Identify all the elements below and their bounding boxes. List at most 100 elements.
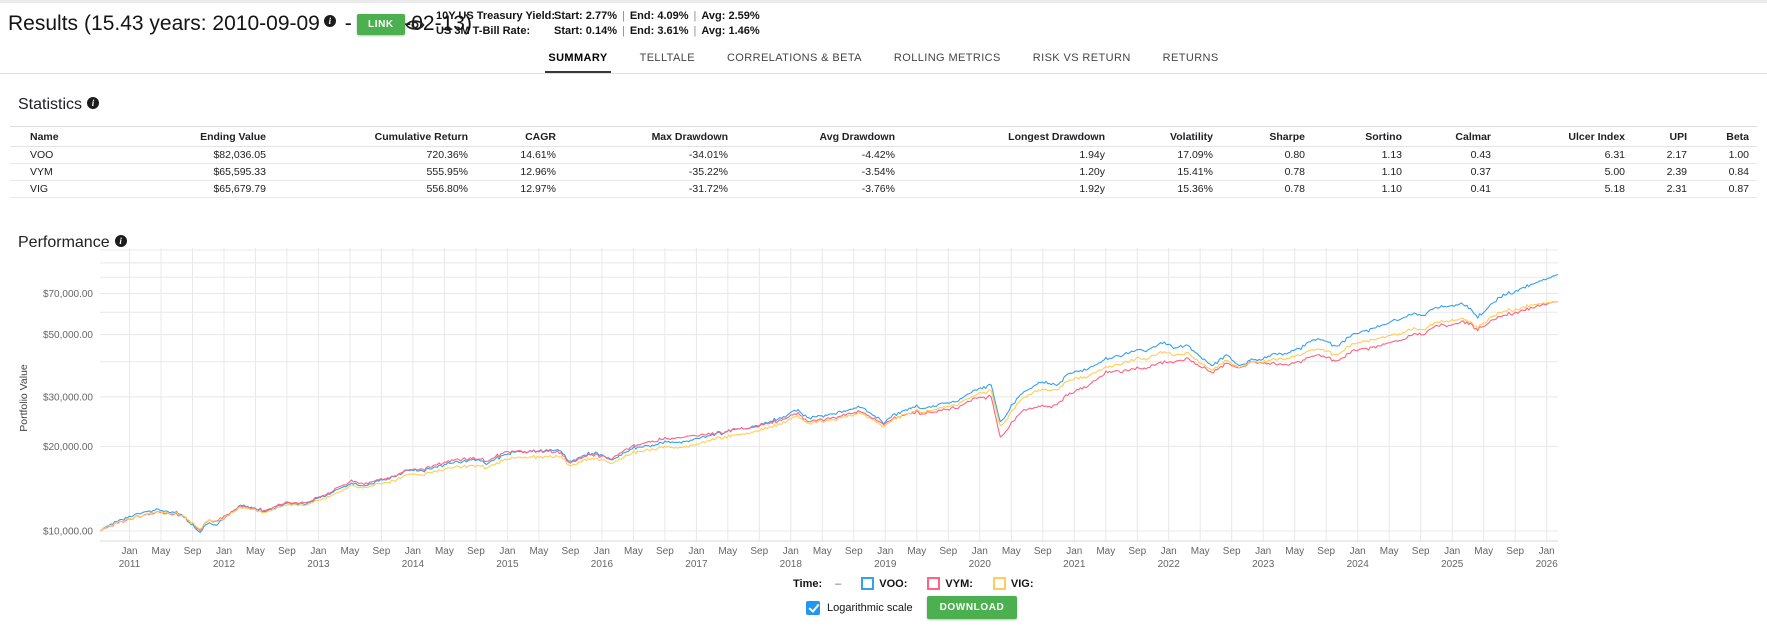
- rate-values: Start: 0.14% | End: 3.61% | Avg: 1.46%: [554, 24, 760, 38]
- stats-cell: 2.31: [1633, 180, 1695, 198]
- x-tick-month: May: [1380, 546, 1399, 557]
- statistics-table: Name Ending Value Cumulative Return CAGR Max…: [10, 126, 1757, 198]
- tab-risk-vs-return[interactable]: RISK VS RETURN: [1032, 52, 1131, 64]
- x-tick-month: Sep: [1034, 546, 1052, 557]
- legend-item-voo[interactable]: VOO:: [861, 577, 907, 590]
- x-tick-month: Sep: [184, 546, 202, 557]
- stats-header-cagr: CAGR: [476, 126, 564, 147]
- x-tick-month: May: [1285, 546, 1304, 557]
- x-tick-month: Jan: [121, 546, 137, 557]
- rates-panel: 10Y US Treasury Yield: Start: 2.77% | End:…: [436, 9, 760, 38]
- performance-chart: Jan 2011 May Sep Jan 2012 May Sep Jan 2013 May Sep J…: [18, 248, 1559, 570]
- x-tick-month: Jan: [1539, 546, 1555, 557]
- stats-cell: -3.76%: [736, 180, 903, 198]
- stats-cell: 0.78: [1221, 163, 1313, 181]
- statistics-heading-text: Statistics: [18, 96, 83, 113]
- x-tick-year: 2018: [780, 559, 803, 570]
- legend-label: VOO:: [879, 577, 908, 590]
- info-icon[interactable]: [87, 97, 100, 109]
- tab-returns[interactable]: RETURNS: [1162, 52, 1219, 64]
- stats-header-name: Name: [10, 126, 160, 147]
- y-tick-label: $50,000.00: [43, 330, 93, 341]
- x-tick-month: Sep: [845, 546, 863, 557]
- x-tick-month: Sep: [467, 546, 485, 557]
- stats-cell: 1.94y: [903, 146, 1113, 164]
- stats-cell: 1.92y: [903, 180, 1113, 198]
- info-icon[interactable]: [114, 235, 127, 247]
- stats-cell: 720.36%: [274, 146, 476, 164]
- link-button[interactable]: LINK: [357, 14, 405, 35]
- statistics-heading: Statistics: [18, 96, 100, 114]
- stats-cell: $65,679.79: [160, 180, 274, 198]
- download-button[interactable]: DOWNLOAD: [926, 596, 1018, 619]
- x-tick-year: 2017: [685, 559, 708, 570]
- stats-header-sortino: Sortino: [1313, 126, 1410, 147]
- rate-avg: Avg: 1.46%: [701, 25, 760, 37]
- x-tick-month: Jan: [877, 546, 893, 557]
- x-tick-month: May: [435, 546, 454, 557]
- x-tick-month: Sep: [1412, 546, 1430, 557]
- stats-cell: -31.72%: [564, 180, 736, 198]
- x-tick-year: 2025: [1441, 559, 1464, 570]
- stats-cell: $65,595.33: [160, 163, 274, 181]
- x-tick-month: May: [340, 546, 359, 557]
- visibility-eye-icon[interactable]: [405, 17, 425, 33]
- rate-label: US 3M T-Bill Rate:: [436, 25, 531, 37]
- stats-header-ulcer-index: Ulcer Index: [1499, 126, 1633, 147]
- x-tick-month: Sep: [1506, 546, 1524, 557]
- x-tick-month: May: [813, 546, 832, 557]
- stats-cell: 0.37: [1410, 163, 1499, 181]
- x-tick-year: 2016: [591, 559, 614, 570]
- x-tick-month: Jan: [310, 546, 326, 557]
- stats-cell: -34.01%: [564, 146, 736, 164]
- legend-item-vym[interactable]: VYM:: [927, 577, 973, 590]
- stats-header-upi: UPI: [1633, 126, 1695, 147]
- stats-cell: 12.97%: [476, 180, 564, 198]
- stats-header-beta: Beta: [1695, 126, 1757, 147]
- stats-cell: 14.61%: [476, 146, 564, 164]
- x-tick-month: Sep: [562, 546, 580, 557]
- tab-summary[interactable]: SUMMARY: [545, 44, 611, 73]
- rate-separator: |: [621, 10, 625, 22]
- tab-telltale[interactable]: TELLTALE: [639, 52, 695, 64]
- legend-item-vig[interactable]: VIG:: [992, 577, 1034, 590]
- tab-correlations-beta[interactable]: CORRELATIONS & BETA: [726, 52, 862, 64]
- x-tick-year: 2011: [119, 559, 141, 570]
- series-line-voo: [99, 273, 1559, 534]
- x-tick-month: May: [1191, 546, 1210, 557]
- x-tick-month: Jan: [1066, 546, 1082, 557]
- x-tick-month: May: [624, 546, 643, 557]
- x-tick-year: 2012: [213, 559, 236, 570]
- stats-cell: 15.36%: [1113, 180, 1221, 198]
- info-icon[interactable]: [323, 15, 336, 27]
- stats-row-voo: VOO $82,036.05 720.36% 14.61% -34.01% -4.42% 1…: [10, 146, 1757, 164]
- rate-separator: |: [693, 25, 697, 37]
- series-line-vig: [99, 300, 1559, 532]
- stats-cell: $82,036.05: [160, 146, 274, 164]
- rate-separator: |: [693, 10, 697, 22]
- stats-header-longest-drawdown: Longest Drawdown: [903, 126, 1113, 147]
- x-tick-month: Sep: [750, 546, 768, 557]
- stats-cell: 0.43: [1410, 146, 1499, 164]
- x-tick-month: Sep: [1317, 546, 1335, 557]
- stats-header-max-drawdown: Max Drawdown: [564, 126, 736, 147]
- stats-cell: 555.95%: [274, 163, 476, 181]
- legend-item-time: Time: –: [793, 578, 841, 590]
- y-axis-title: Portfolio Value: [18, 364, 30, 432]
- x-tick-month: Jan: [783, 546, 799, 557]
- x-tick-month: May: [1474, 546, 1493, 557]
- stats-cell: 5.18: [1499, 180, 1633, 198]
- stats-cell: 1.20y: [903, 163, 1113, 181]
- x-tick-month: Jan: [594, 546, 610, 557]
- x-tick-month: Jan: [972, 546, 988, 557]
- x-tick-year: 2023: [1252, 559, 1275, 570]
- tab-rolling-metrics[interactable]: ROLLING METRICS: [893, 52, 1001, 64]
- performance-heading-text: Performance: [18, 234, 110, 251]
- legend-swatch: [927, 577, 941, 590]
- x-tick-year: 2014: [402, 559, 425, 570]
- stats-header-volatility: Volatility: [1113, 126, 1221, 147]
- x-tick-month: Jan: [405, 546, 421, 557]
- log-scale-checkbox[interactable]: [806, 600, 820, 615]
- x-tick-year: 2013: [307, 559, 330, 570]
- stats-cell: VYM: [10, 163, 160, 181]
